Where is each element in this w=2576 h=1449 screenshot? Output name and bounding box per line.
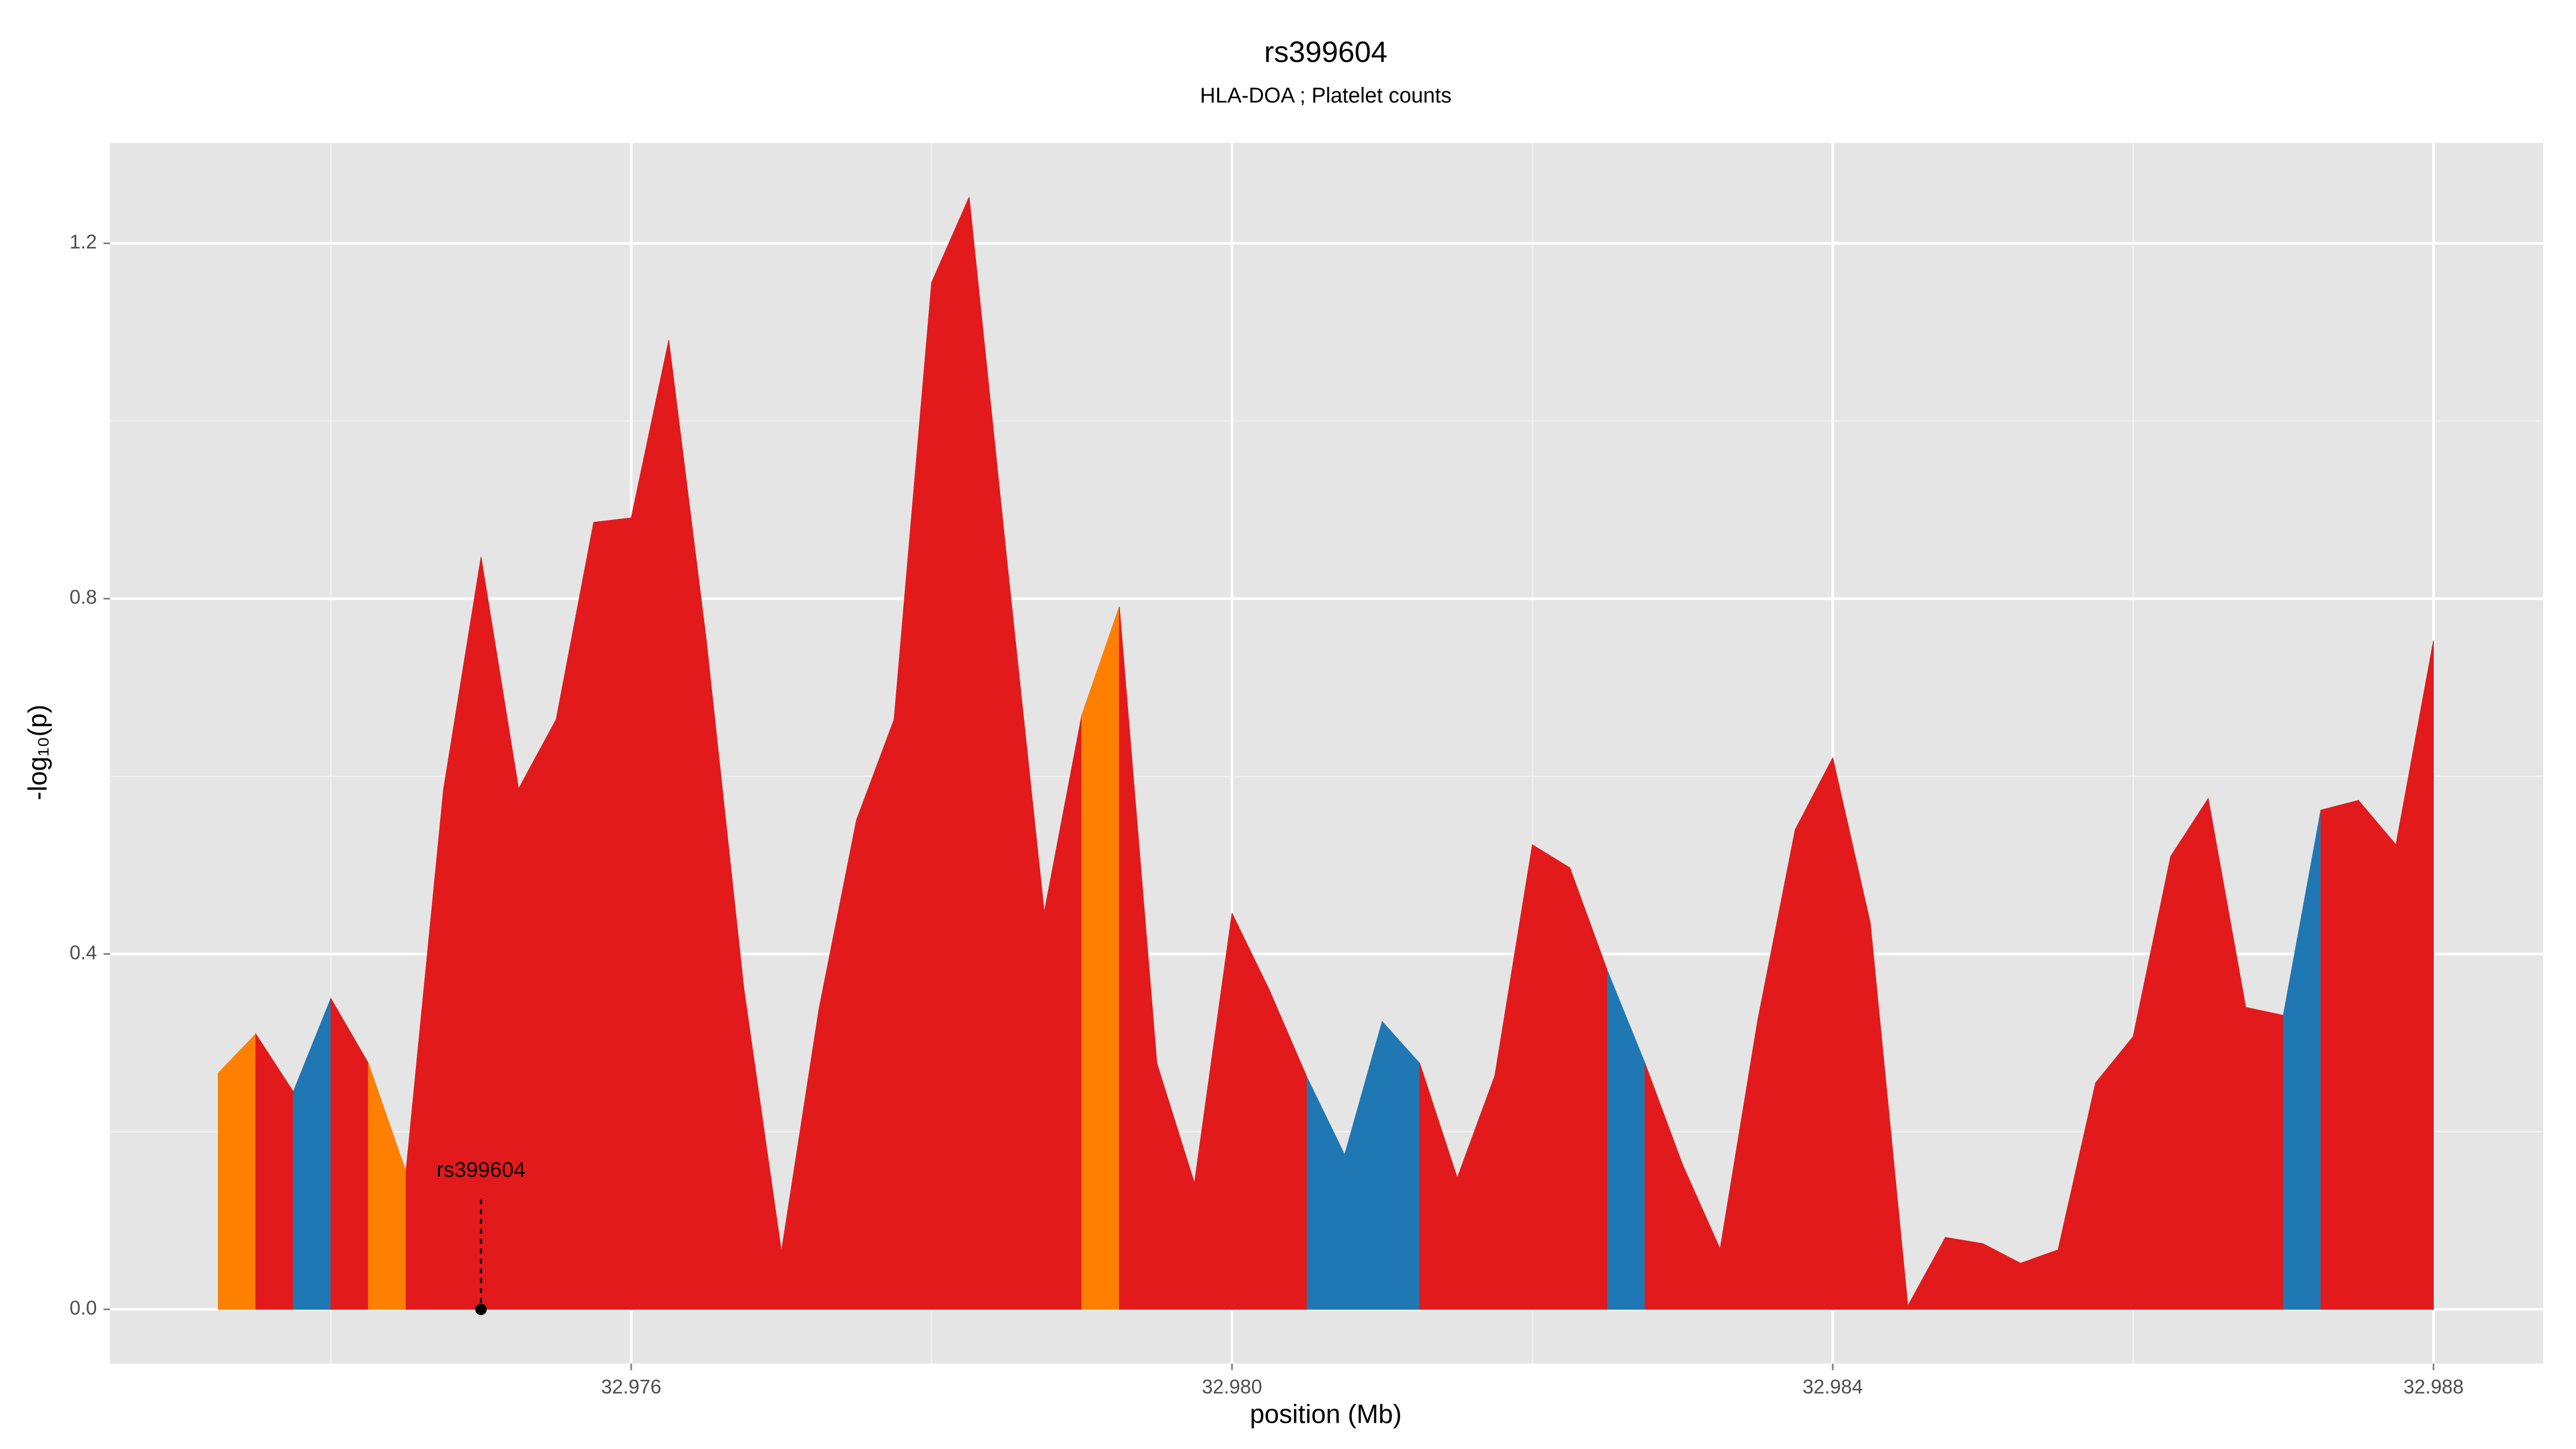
x-tick-label: 32.976 <box>601 1375 661 1397</box>
area-segment <box>1945 1237 1984 1310</box>
x-axis-label: position (Mb) <box>1250 1400 1402 1429</box>
area-segment <box>2358 799 2397 1310</box>
x-tick-label: 32.980 <box>1202 1375 1262 1397</box>
area-segment <box>1081 606 1120 1310</box>
area-segment <box>1532 844 1570 1310</box>
area-segment <box>2245 1007 2284 1310</box>
annotation-point <box>475 1304 487 1315</box>
x-tick-label: 32.988 <box>2403 1375 2463 1397</box>
y-tick-label: 0.0 <box>70 1297 97 1319</box>
area-segment <box>1795 757 1833 1310</box>
y-tick-label: 1.2 <box>70 231 97 253</box>
area-segment <box>2395 640 2434 1310</box>
chart-subtitle: HLA-DOA ; Platelet counts <box>1200 84 1452 107</box>
area-segment <box>518 719 557 1310</box>
area-segment <box>856 719 895 1310</box>
area-segment <box>2170 797 2209 1310</box>
y-axis-label: -log₁₀(p) <box>23 705 52 800</box>
annotation-label: rs399604 <box>436 1158 525 1182</box>
area-segment <box>2320 800 2359 1310</box>
area-segment <box>217 1033 257 1310</box>
area-segment <box>931 197 970 1310</box>
y-tick-label: 0.4 <box>70 941 97 963</box>
x-tick-label: 32.984 <box>1803 1375 1863 1397</box>
chart-title: rs399604 <box>1264 35 1388 69</box>
y-tick-label: 0.8 <box>70 586 97 608</box>
area-segment <box>1381 1020 1421 1310</box>
area-segment <box>593 517 632 1310</box>
area-segment <box>2095 1035 2134 1310</box>
